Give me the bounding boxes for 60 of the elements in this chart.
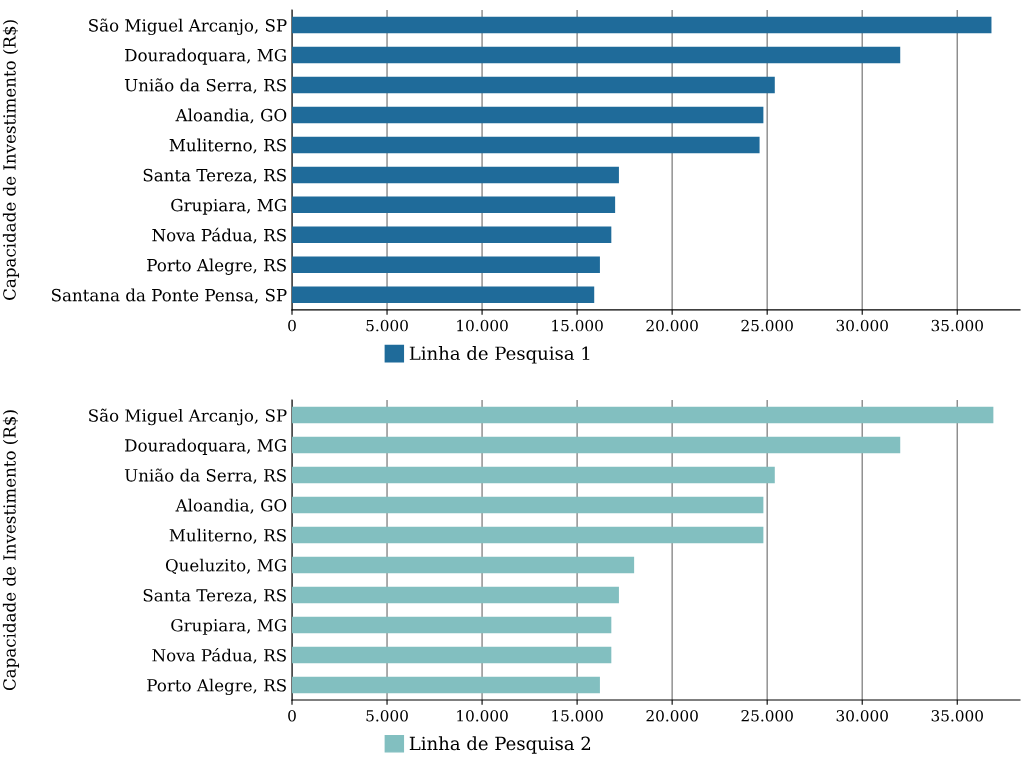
x-tick-label: 5.000 — [366, 319, 408, 332]
legend-label: Linha de Pesquisa 2 — [409, 736, 591, 754]
y-axis-title: Capacidade de Investimento (R$) — [2, 410, 20, 691]
x-tick-label: 20.000 — [646, 709, 698, 722]
bar — [292, 496, 764, 514]
y-tick-label: União da Serra, RS — [124, 78, 286, 94]
x-tick-label: 10.000 — [457, 319, 508, 332]
x-tick-label: 35.000 — [931, 319, 983, 332]
bar — [292, 196, 616, 214]
bar — [292, 586, 619, 604]
y-tick-label: Nova Pádua, RS — [152, 647, 286, 664]
bar — [292, 46, 901, 64]
x-tick-label: 0 — [288, 709, 296, 722]
x-tick-label: 35.000 — [931, 709, 983, 722]
x-tick-label: 25.000 — [741, 319, 793, 332]
y-tick-label: Grupiara, MG — [171, 618, 286, 635]
bar — [292, 526, 764, 544]
legend-label: Linha de Pesquisa 1 — [409, 346, 590, 364]
y-tick-label: Santa Tereza, RS — [143, 588, 286, 604]
bar — [292, 466, 775, 484]
bar — [292, 556, 635, 574]
bar — [292, 16, 992, 34]
x-tick-label: 30.000 — [836, 709, 888, 722]
bar — [292, 76, 775, 94]
x-tick-label: 20.000 — [646, 319, 698, 332]
bar — [292, 166, 619, 184]
y-tick-label: São Miguel Arcanjo, SP — [89, 18, 287, 36]
y-tick-label: Nova Pádua, RS — [152, 227, 286, 244]
bar — [292, 676, 600, 694]
y-tick-label: Queluzito, MG — [165, 558, 286, 575]
y-tick-label: Santana da Ponte Pensa, SP — [52, 288, 287, 304]
x-tick-label: 5.000 — [366, 709, 408, 722]
y-tick-label: Aloandia, GO — [175, 108, 287, 124]
x-tick-label: 25.000 — [741, 709, 793, 722]
y-tick-label: Santa Tereza, RS — [143, 168, 286, 184]
bar — [292, 406, 994, 424]
y-tick-label: Douradoquara, MG — [125, 438, 286, 455]
x-tick-label: 15.000 — [552, 709, 603, 722]
bar — [292, 226, 612, 244]
y-tick-label: Muliterno, RS — [169, 528, 286, 544]
bar — [292, 256, 600, 274]
x-tick-label: 10.000 — [457, 709, 508, 722]
bar — [292, 436, 901, 454]
y-tick-label: Aloandia, GO — [175, 498, 287, 514]
y-tick-label: Porto Alegre, RS — [147, 258, 286, 275]
bar — [292, 106, 764, 124]
y-tick-label: União da Serra, RS — [124, 468, 286, 484]
bar — [292, 136, 760, 154]
x-tick-label: 15.000 — [552, 319, 603, 332]
x-tick-label: 0 — [288, 319, 296, 332]
y-tick-label: Douradoquara, MG — [125, 48, 286, 65]
bar — [292, 616, 612, 634]
bar — [292, 286, 595, 304]
y-tick-label: Grupiara, MG — [171, 198, 286, 215]
y-tick-label: Porto Alegre, RS — [147, 678, 286, 696]
y-axis-title: Capacidade de Investimento (R$) — [2, 20, 20, 300]
bar — [292, 646, 612, 664]
y-tick-label: Muliterno, RS — [169, 138, 286, 154]
x-tick-label: 30.000 — [836, 319, 888, 332]
y-tick-label: São Miguel Arcanjo, SP — [89, 408, 287, 426]
